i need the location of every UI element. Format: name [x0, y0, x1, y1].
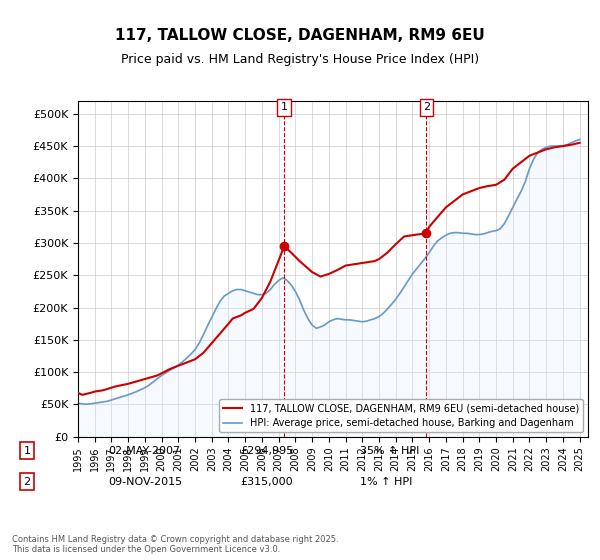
Text: 1: 1: [23, 446, 31, 456]
Text: 02-MAY-2007: 02-MAY-2007: [108, 446, 180, 456]
Text: 35% ↑ HPI: 35% ↑ HPI: [360, 446, 419, 456]
Text: Contains HM Land Registry data © Crown copyright and database right 2025.
This d: Contains HM Land Registry data © Crown c…: [12, 535, 338, 554]
Legend: 117, TALLOW CLOSE, DAGENHAM, RM9 6EU (semi-detached house), HPI: Average price, : 117, TALLOW CLOSE, DAGENHAM, RM9 6EU (se…: [219, 399, 583, 432]
Text: £294,995: £294,995: [240, 446, 293, 456]
Text: 09-NOV-2015: 09-NOV-2015: [108, 477, 182, 487]
Text: Price paid vs. HM Land Registry's House Price Index (HPI): Price paid vs. HM Land Registry's House …: [121, 53, 479, 66]
Text: 2: 2: [423, 102, 430, 112]
Text: £315,000: £315,000: [240, 477, 293, 487]
Text: 1% ↑ HPI: 1% ↑ HPI: [360, 477, 412, 487]
Text: 117, TALLOW CLOSE, DAGENHAM, RM9 6EU: 117, TALLOW CLOSE, DAGENHAM, RM9 6EU: [115, 28, 485, 43]
Text: 2: 2: [23, 477, 31, 487]
Text: 1: 1: [281, 102, 288, 112]
